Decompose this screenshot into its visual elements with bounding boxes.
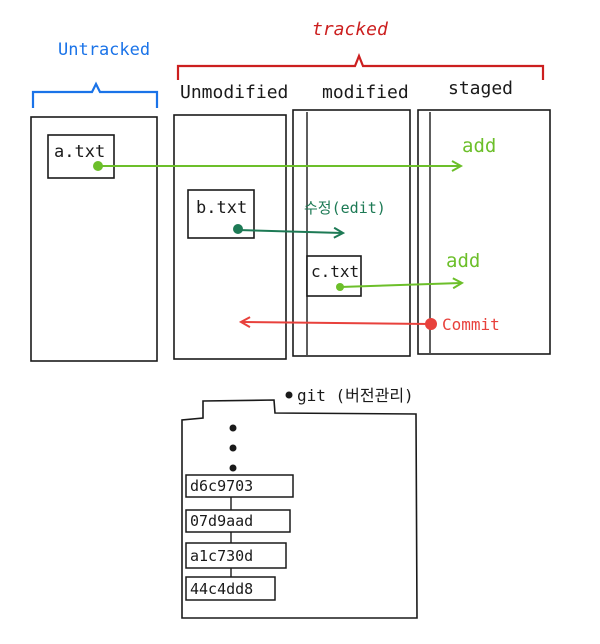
add-a-label: add: [462, 135, 496, 157]
file-b-label: b.txt: [196, 198, 247, 218]
commit-start-dot: [425, 318, 437, 330]
commit-arrow: [242, 322, 431, 324]
repo-folder: [181, 399, 418, 619]
add-c-start-dot: [336, 283, 344, 291]
tracked-brace: [176, 53, 545, 80]
commit-box-2: [185, 509, 291, 533]
untracked-label: Untracked: [58, 40, 150, 60]
add-c-arrow: [339, 283, 461, 287]
history-ellipsis-dot-3: [229, 464, 237, 472]
state-label-staged: staged: [448, 78, 513, 99]
repo-bullet: [285, 391, 293, 399]
commit-box-1: [185, 474, 294, 498]
unmodified-column: [173, 114, 287, 360]
file-c-box: [306, 255, 362, 297]
commit-hash-2: 07d9aad: [190, 512, 253, 530]
file-c-label: c.txt: [311, 262, 359, 281]
untracked-brace: [31, 81, 159, 108]
state-label-unmodified: Unmodified: [180, 82, 288, 103]
commit-hash-3: a1c730d: [190, 547, 253, 565]
untracked-column: [30, 116, 158, 362]
repo-title: git (버전관리): [297, 386, 414, 405]
add-a-start-dot: [93, 161, 103, 171]
history-ellipsis-dot-1: [229, 424, 237, 432]
history-ellipsis-dot-2: [229, 444, 237, 452]
modified-column: [292, 109, 411, 357]
staged-column: [417, 109, 551, 355]
commit-box-3: [185, 542, 287, 569]
edit-b-arrow: [237, 230, 342, 233]
commit-hash-4: 44c4dd8: [190, 580, 253, 598]
file-a-box: [47, 134, 115, 179]
commit-hash-1: d6c9703: [190, 477, 253, 495]
tracked-label: tracked: [312, 19, 389, 40]
edit-b-start-dot: [233, 224, 243, 234]
commit-box-4: [185, 576, 276, 601]
edit-b-label: 수정(edit): [304, 199, 386, 217]
add-c-label: add: [446, 250, 480, 272]
commit-label: Commit: [442, 315, 500, 334]
file-a-label: a.txt: [54, 142, 105, 162]
state-label-modified: modified: [322, 82, 409, 103]
